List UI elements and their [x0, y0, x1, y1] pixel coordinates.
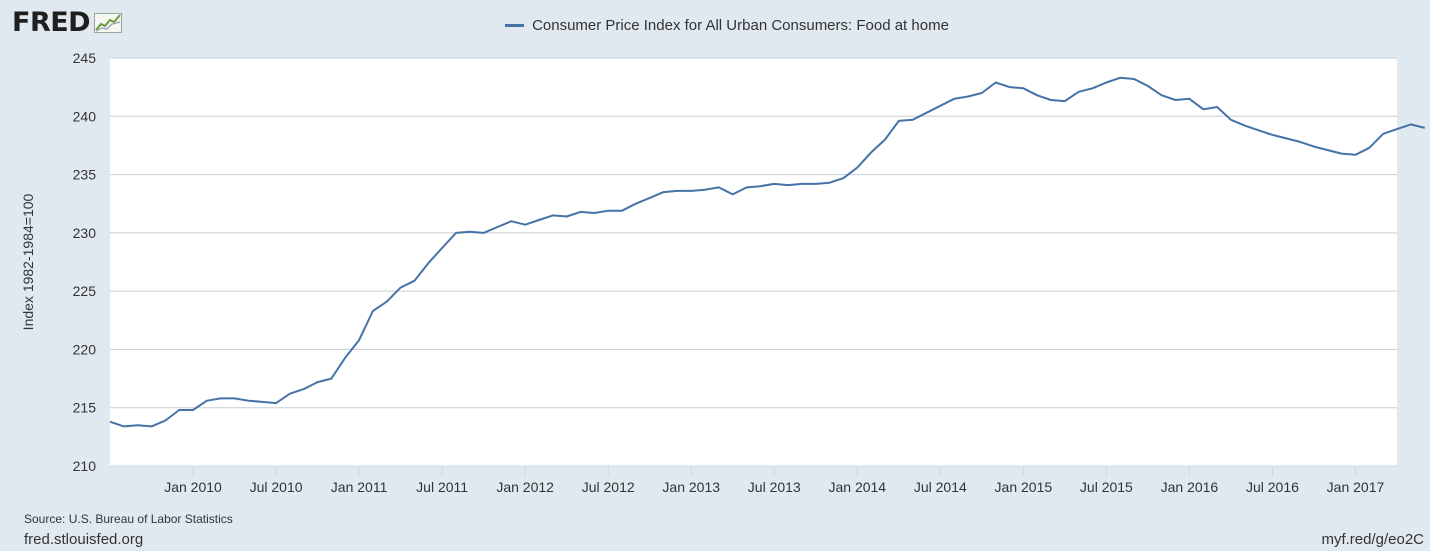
y-tick-label: 215 — [73, 400, 97, 416]
x-tick-label: Jan 2010 — [164, 479, 222, 495]
x-tick-label: Jan 2011 — [331, 479, 388, 495]
x-tick-label: Jan 2013 — [662, 479, 720, 495]
plot-area — [110, 58, 1397, 466]
gridlines — [110, 57, 1397, 409]
logo-graph-icon — [94, 12, 123, 33]
legend-line-swatch — [505, 24, 525, 27]
y-tick-label: 230 — [73, 225, 97, 241]
y-tick-label: 225 — [73, 283, 97, 299]
x-tick-label: Jan 2014 — [828, 479, 886, 495]
x-tick-label: Jul 2011 — [416, 479, 468, 495]
x-axis-ticks: Jan 2010 Jul 2010 Jan 2011 Jul 2011 Jan 2012… — [164, 466, 1384, 495]
series-line[interactable] — [109, 76, 1425, 428]
y-tick-label: 220 — [73, 341, 97, 357]
source-note: Source: U.S. Bureau of Labor Statistics — [24, 512, 233, 526]
y-tick-label: 245 — [73, 50, 97, 66]
legend-series-label: Consumer Price Index for All Urban Consu… — [532, 17, 949, 34]
x-tick-label: Jul 2014 — [914, 479, 967, 495]
x-tick-label: Jan 2017 — [1327, 479, 1385, 495]
x-tick-label: Jan 2012 — [496, 479, 554, 495]
y-axis-label: Index 1982-1984=100 — [20, 193, 36, 331]
site-link[interactable]: fred.stlouisfed.org — [24, 531, 144, 548]
x-tick-label: Jan 2015 — [995, 479, 1053, 495]
chart-legend[interactable]: Consumer Price Index for All Urban Consu… — [0, 17, 1430, 34]
x-tick-label: Jul 2012 — [582, 479, 635, 495]
x-tick-label: Jul 2010 — [250, 479, 303, 495]
fred-logo[interactable]: FRED — [12, 7, 123, 38]
y-tick-label: 235 — [73, 167, 97, 183]
x-tick-label: Jul 2013 — [748, 479, 801, 495]
fred-logo-text: FRED — [12, 7, 91, 38]
x-tick-label: Jul 2016 — [1246, 479, 1299, 495]
x-tick-label: Jul 2015 — [1080, 479, 1133, 495]
y-axis-tick-labels: 210 215 220 225 230 235 240 245 — [73, 50, 97, 474]
short-link[interactable]: myf.red/g/eo2C — [1321, 531, 1424, 548]
x-tick-label: Jan 2016 — [1161, 479, 1219, 495]
y-tick-label: 240 — [73, 108, 97, 124]
y-tick-label: 210 — [73, 458, 97, 474]
